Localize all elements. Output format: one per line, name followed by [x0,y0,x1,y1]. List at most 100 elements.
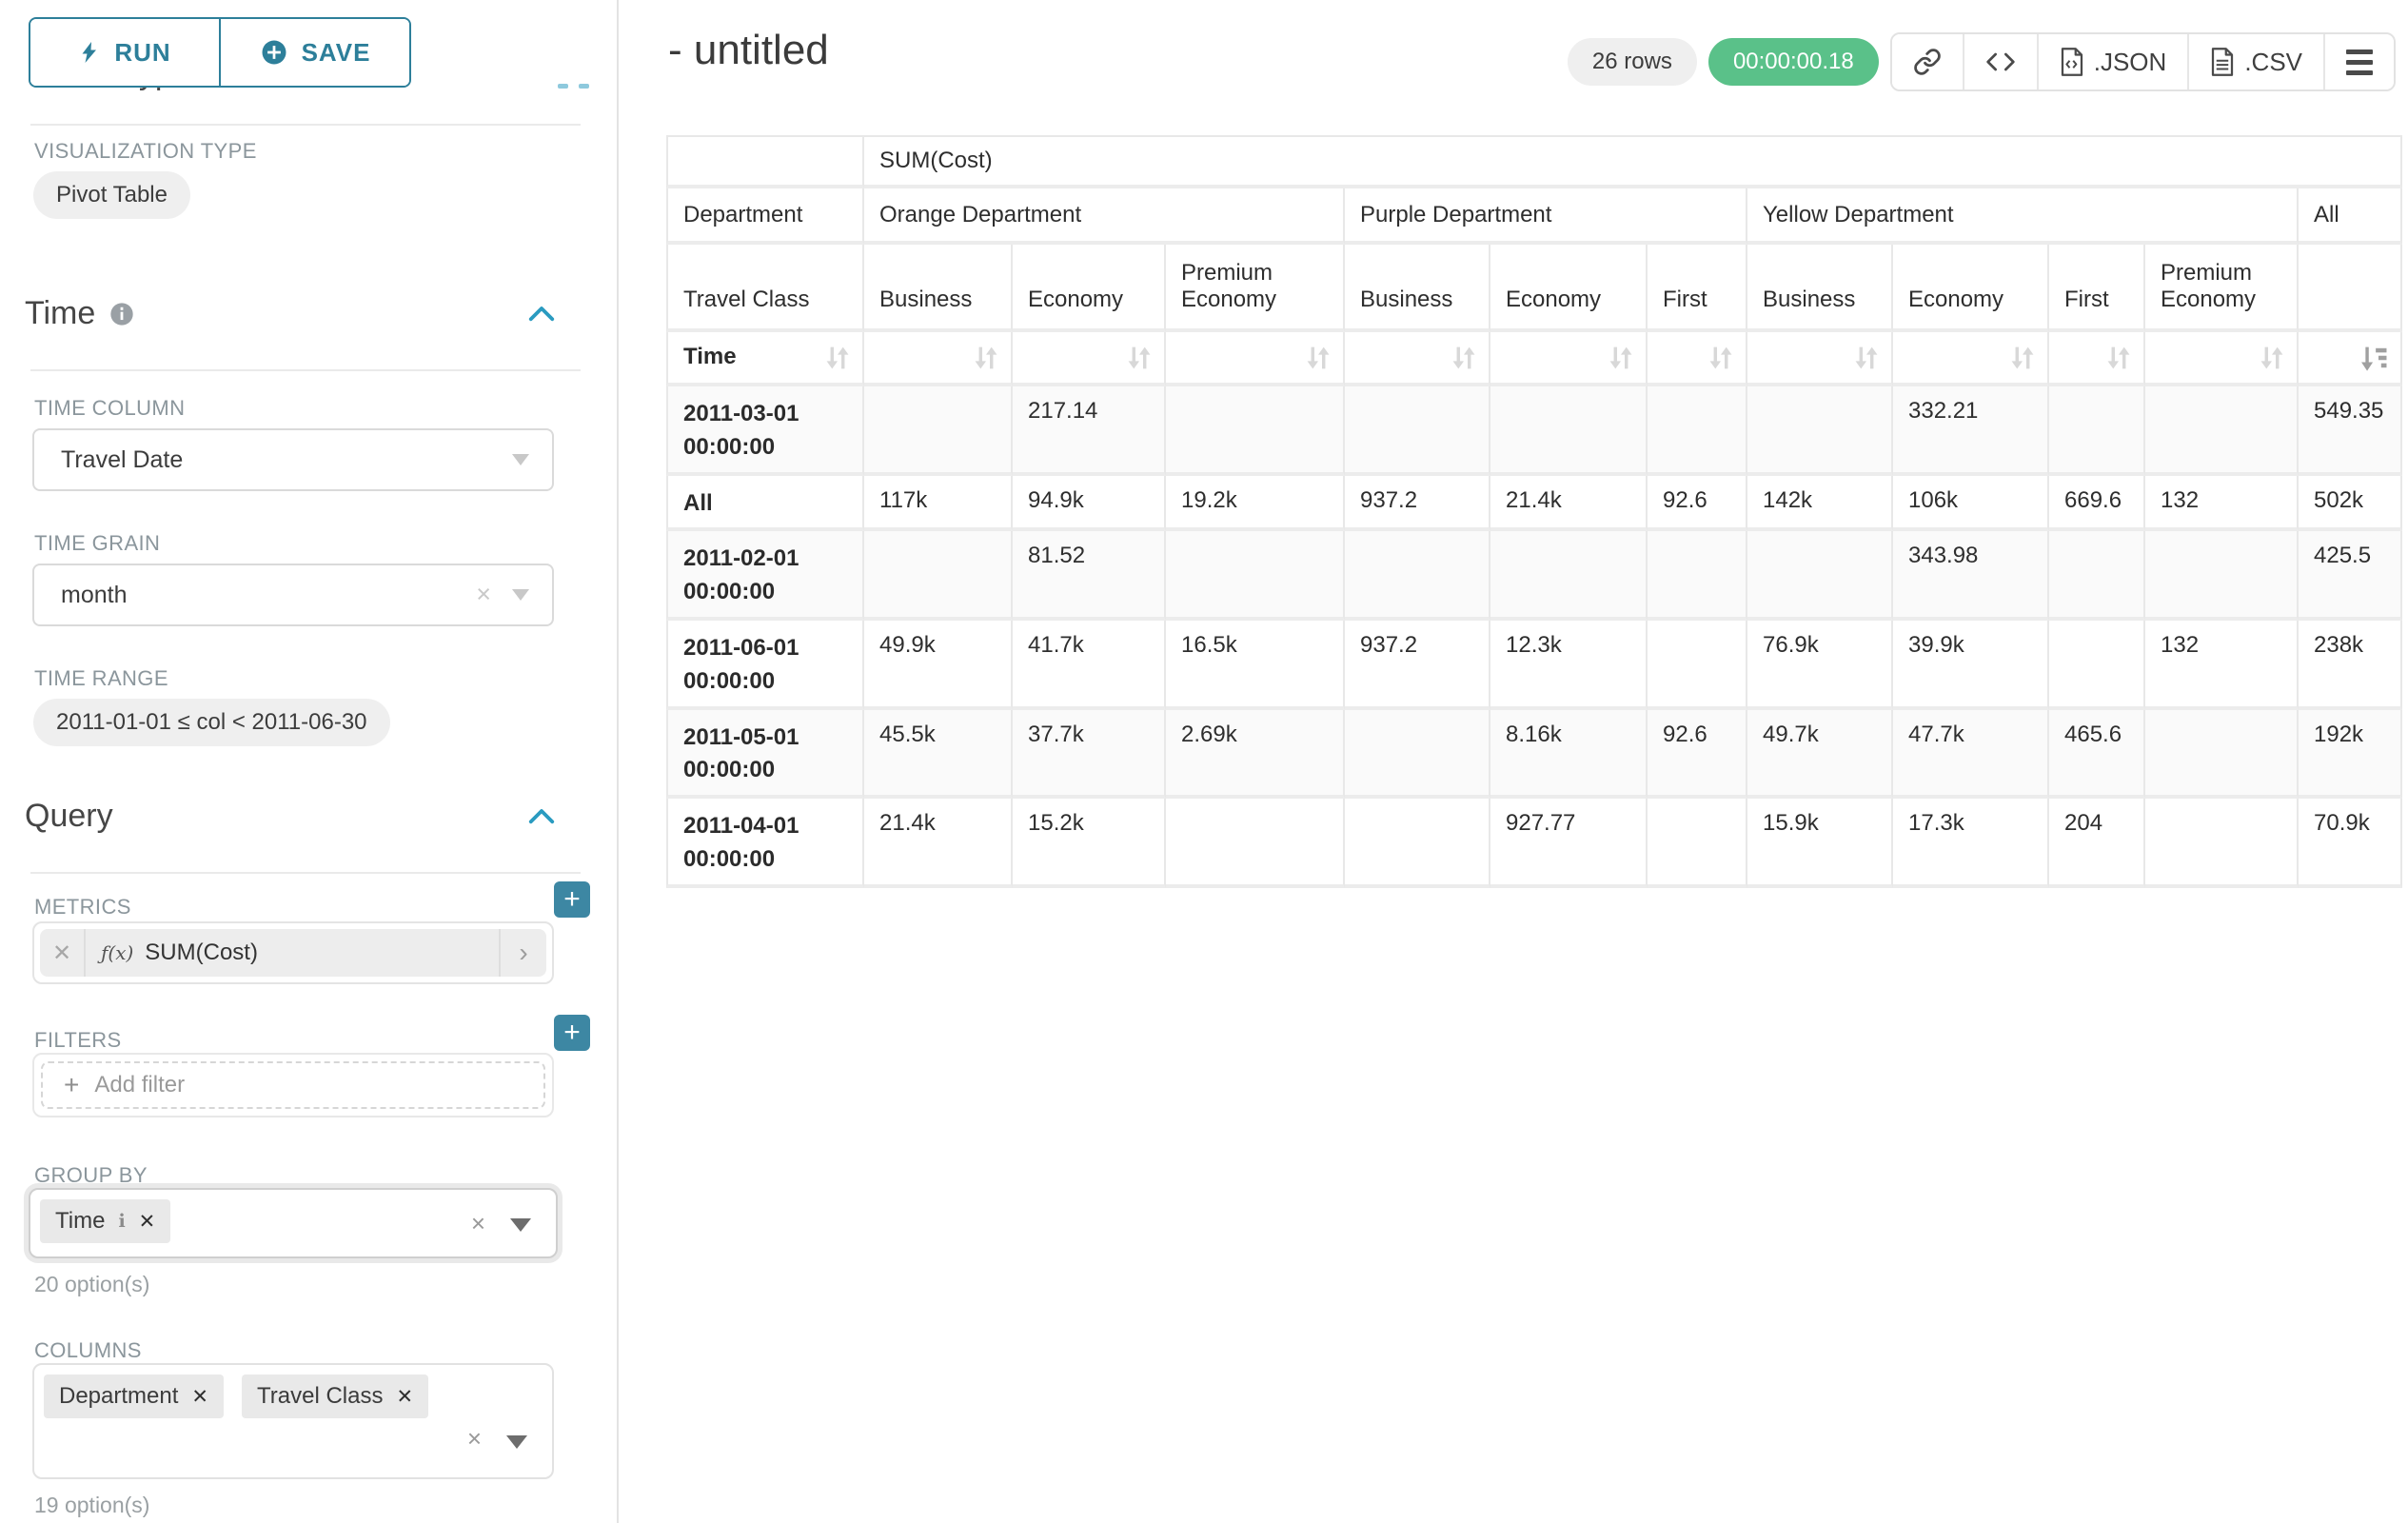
travel-class-header: Premium Economy [1166,245,1345,332]
columns-options-hint: 19 option(s) [34,1493,150,1517]
value-cell: 92.6 [1648,475,1747,532]
time-column-value: Travel Date [61,445,184,473]
time-column-select[interactable]: Travel Date [32,428,554,491]
add-filter-button[interactable]: + [554,1015,590,1051]
value-cell: 142k [1747,475,1893,532]
visualization-type-value[interactable]: Pivot Table [33,171,190,219]
sort-arrows-icon [2257,343,2287,373]
sub-dimension-header: Travel Class [666,245,864,332]
filters-field: + Add filter [32,1053,554,1118]
save-button[interactable]: SAVE [219,19,409,86]
sort-header[interactable] [864,332,1013,386]
export-csv-label: .CSV [2244,47,2302,76]
share-link-button[interactable] [1891,34,1963,89]
value-cell [1345,386,1490,476]
row-label: 2011-04-01 00:00:00 [666,799,864,888]
clear-icon[interactable]: × [466,1424,482,1453]
header-controls: 26 rows 00:00:00.18 .JSON [1567,32,2396,91]
remove-tag-icon[interactable]: ✕ [396,1385,414,1408]
caret-down-icon[interactable] [512,454,529,465]
collapse-chevron-icon[interactable] [527,303,556,324]
row-dimension-sort-header[interactable]: Time [666,332,864,386]
sort-header[interactable] [1893,332,2049,386]
value-cell: 8.16k [1490,709,1648,800]
columns-select[interactable]: Department ✕ Travel Class ✕ × [32,1363,554,1479]
sort-header[interactable] [1490,332,1648,386]
remove-metric-icon[interactable]: ✕ [40,929,86,977]
file-code-icon [2060,48,2084,76]
embed-code-button[interactable] [1962,34,2037,89]
sort-header[interactable] [1013,332,1166,386]
metric-header: SUM(Cost) [864,135,2403,188]
caret-down-icon[interactable] [512,589,529,601]
sort-header[interactable] [2145,332,2299,386]
export-json-label: .JSON [2093,47,2167,76]
value-cell [1490,531,1648,621]
table-row: 2011-02-01 00:00:00 81.52 343.98 425.5 [666,531,2403,621]
value-cell: 132 [2145,475,2299,532]
value-cell: 15.2k [1013,799,1166,888]
value-cell: 12.3k [1490,620,1648,710]
value-cell [864,531,1013,621]
group-by-select[interactable]: Time i ✕ × [29,1188,558,1258]
chevron-right-icon[interactable]: › [499,929,546,977]
time-range-value[interactable]: 2011-01-01 ≤ col < 2011-06-30 [33,699,390,746]
run-button[interactable]: RUN [30,19,219,86]
sort-arrows-icon [2103,343,2134,373]
travel-class-header: Business [1345,245,1490,332]
sort-header[interactable] [2049,332,2145,386]
value-cell [1648,531,1747,621]
value-cell: 549.35 [2299,386,2403,476]
value-cell: 937.2 [1345,620,1490,710]
remove-tag-icon[interactable]: ✕ [191,1385,208,1408]
query-section-heading: Query [25,798,588,835]
section-divider [30,872,581,874]
sort-header-active[interactable] [2299,332,2403,386]
metrics-label: METRICS [34,895,131,919]
info-icon [109,301,135,327]
columns-tag[interactable]: Department ✕ [44,1375,224,1418]
visualization-type-label: VISUALIZATION TYPE [34,139,257,163]
value-cell [1166,386,1345,476]
value-cell: 669.6 [2049,475,2145,532]
time-column-label: TIME COLUMN [34,396,186,420]
row-label: 2011-02-01 00:00:00 [666,531,864,621]
time-grain-select[interactable]: month × [32,564,554,626]
value-cell [2049,620,2145,710]
add-filter-dropzone[interactable]: + Add filter [41,1061,545,1109]
metric-pill[interactable]: ✕ ƒ(x) SUM(Cost) › [40,929,546,977]
chart-title[interactable]: - untitled [668,27,829,73]
value-cell: 502k [2299,475,2403,532]
value-cell: 927.77 [1490,799,1648,888]
row-label: 2011-06-01 00:00:00 [666,620,864,710]
sort-header[interactable] [1166,332,1345,386]
remove-tag-icon[interactable]: ✕ [138,1210,156,1233]
travel-class-header: Economy [1490,245,1648,332]
columns-tag[interactable]: Travel Class ✕ [242,1375,429,1418]
value-cell: 425.5 [2299,531,2403,621]
add-metric-button[interactable]: + [554,881,590,918]
sort-header[interactable] [1345,332,1490,386]
caret-down-icon[interactable] [506,1435,527,1449]
collapse-chevron-icon[interactable] [527,805,556,826]
time-range-label: TIME RANGE [34,666,168,690]
value-cell: 21.4k [864,799,1013,888]
value-cell: 92.6 [1648,709,1747,800]
travel-class-header: First [2049,245,2145,332]
control-panel: Chart Type RUN SAVE VISUALIZATION TYPE P… [0,0,619,1523]
sort-header[interactable] [1648,332,1747,386]
group-by-tag[interactable]: Time i ✕ [40,1199,171,1243]
save-button-label: SAVE [301,37,371,67]
caret-down-icon[interactable] [510,1218,531,1232]
menu-button[interactable] [2323,34,2394,89]
export-json-button[interactable]: .JSON [2036,34,2188,89]
sort-arrows-icon [1124,343,1155,373]
chart-panel: - untitled 26 rows 00:00:00.18 [619,0,2408,1523]
value-cell: 937.2 [1345,475,1490,532]
export-csv-button[interactable]: .CSV [2187,34,2323,89]
clear-icon[interactable]: × [470,1209,485,1237]
clear-icon[interactable]: × [476,579,491,608]
query-heading-label: Query [25,798,113,834]
sort-header[interactable] [1747,332,1893,386]
